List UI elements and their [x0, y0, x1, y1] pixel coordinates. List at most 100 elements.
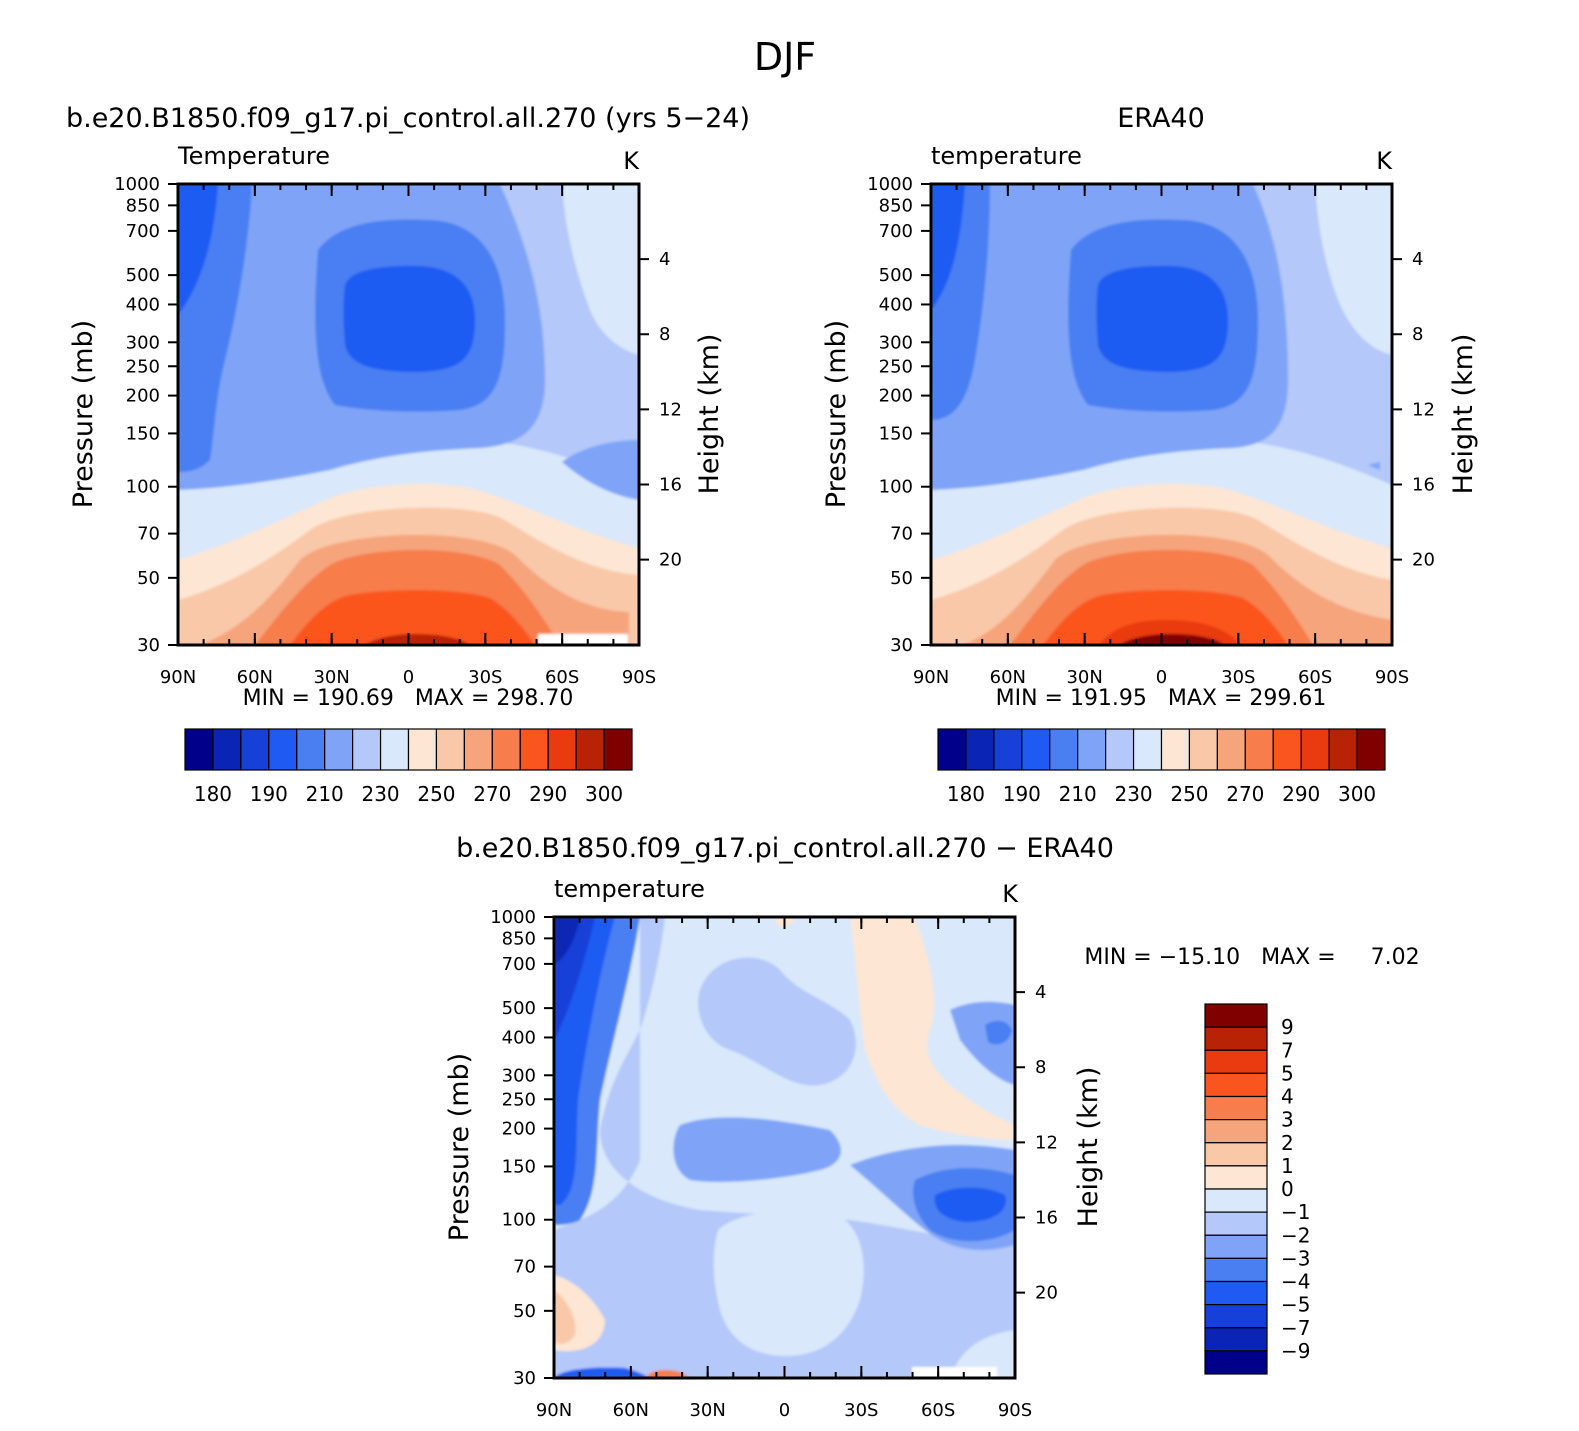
model-colorbar-label: 270	[473, 782, 511, 806]
band-190	[931, 184, 965, 310]
model-colorbar-swatch	[407, 728, 438, 771]
model-colorbar-swatch	[240, 728, 270, 771]
obs-colorbar-label: 210	[1059, 782, 1097, 806]
model-y2-tick-label: 4	[659, 249, 670, 270]
model-colorbar-label: 290	[529, 782, 567, 806]
diff-colorbar-swatch	[1204, 1327, 1268, 1352]
diff-colorbar-label: 5	[1281, 1061, 1294, 1085]
model-units-label: K	[623, 147, 640, 175]
obs-colorbar-swatch	[1132, 728, 1163, 771]
diff-colorbar-swatch	[1204, 1280, 1268, 1306]
panel-obs: ERA40 temperature K	[821, 103, 1479, 806]
obs-y-tick-label: 100	[879, 477, 913, 498]
obs-y2-tick-label: 4	[1412, 249, 1423, 270]
obs-y2-tick-label: 8	[1412, 324, 1423, 345]
model-y-tick-label: 300	[126, 332, 160, 353]
model-colorbar-swatch	[575, 728, 605, 771]
band-280	[1043, 590, 1288, 645]
band-surface-cold	[554, 1367, 650, 1378]
diff-x-tick-label: 0	[779, 1400, 790, 1421]
diff-colorbar-label: 7	[1281, 1038, 1294, 1062]
model-y-tick-label: 100	[126, 477, 160, 498]
diff-y2-tick-label: 16	[1035, 1207, 1058, 1228]
diff-colorbar-label: 9	[1281, 1015, 1294, 1039]
obs-y-tick-label: 250	[879, 356, 913, 377]
diff-y-tick-label: 70	[513, 1257, 536, 1278]
obs-contour-field	[931, 184, 1392, 645]
obs-y-tick-label: 1000	[867, 174, 913, 195]
model-colorbar-swatch	[463, 728, 493, 771]
diff-colorbar-swatch	[1204, 1211, 1268, 1236]
model-colorbar-label: 300	[585, 782, 623, 806]
model-y2-axis-title: Height (km)	[694, 334, 725, 495]
obs-y-tick-label: 400	[879, 294, 913, 315]
diff-colorbar-swatch	[1204, 1095, 1268, 1121]
band-210-southpole	[1368, 462, 1380, 470]
diff-x-tick-label: 90N	[536, 1400, 572, 1421]
diff-colorbar-label: 4	[1281, 1085, 1294, 1109]
diff-y-tick-label: 850	[502, 928, 536, 949]
obs-y-tick-label: 850	[879, 195, 913, 216]
diff-colorbar-swatch	[1204, 1304, 1268, 1329]
model-colorbar-label: 230	[361, 782, 399, 806]
band-m3-m2	[673, 1117, 841, 1182]
model-y-tick-label: 700	[126, 221, 160, 242]
model-y2-tick-label: 20	[659, 550, 682, 571]
missing-data-patch	[538, 634, 628, 645]
diff-y-tick-label: 200	[502, 1119, 536, 1140]
diff-x-tick-label: 30S	[844, 1400, 878, 1421]
diff-y-tick-label: 700	[502, 954, 536, 975]
obs-var-label: temperature	[931, 142, 1082, 170]
band-300	[1120, 634, 1225, 645]
model-y-tick-label: 500	[126, 265, 160, 286]
obs-y2-tick-label: 20	[1412, 550, 1435, 571]
model-y2-tick-label: 8	[659, 324, 670, 345]
obs-colorbar-swatch	[1077, 728, 1107, 771]
model-colorbar-swatch	[379, 728, 410, 771]
model-axis-ticks: 90N 60N 30N 0 30S 60S 90S 30 50 70 100 150 200 250 300…	[114, 174, 682, 688]
model-x-tick-label: 90S	[622, 667, 656, 688]
band-290	[365, 634, 470, 645]
obs-y-tick-label: 30	[890, 635, 913, 656]
band-1-2-north	[554, 1290, 576, 1344]
model-colorbar-swatch	[519, 728, 549, 771]
band-m1-0-center	[713, 1210, 864, 1356]
obs-x-tick-label: 30N	[1066, 667, 1102, 688]
diff-y-tick-label: 300	[502, 1065, 536, 1086]
obs-colorbar-swatch	[1160, 728, 1191, 771]
diff-colorbar-swatch	[1204, 1026, 1268, 1051]
model-y-tick-label: 50	[137, 568, 160, 589]
band-280	[290, 590, 535, 645]
model-colorbar-swatch	[296, 728, 326, 771]
diff-y-tick-label: 250	[502, 1089, 536, 1110]
model-y-tick-label: 400	[126, 294, 160, 315]
diff-y-axis-title: Pressure (mb)	[444, 1053, 475, 1241]
obs-x-tick-label: 90N	[913, 667, 949, 688]
obs-y-tick-label: 700	[879, 221, 913, 242]
obs-colorbar-swatch	[1188, 728, 1218, 771]
band-m5-m4	[934, 1187, 1006, 1222]
model-x-tick-label: 60S	[545, 667, 579, 688]
model-colorbar-swatch	[352, 728, 382, 771]
diff-colorbar-swatch	[1204, 1119, 1268, 1144]
model-x-tick-label: 90N	[160, 667, 196, 688]
diff-colorbar-label: −7	[1281, 1316, 1310, 1340]
diff-colorbar-label: −5	[1281, 1293, 1310, 1317]
diff-y-tick-label: 500	[502, 998, 536, 1019]
obs-colorbar-swatch	[1328, 728, 1358, 771]
obs-y2-tick-label: 12	[1412, 399, 1435, 420]
obs-y-tick-label: 300	[879, 332, 913, 353]
band-0-1-south	[850, 917, 1015, 1140]
diff-colorbar-label: −2	[1281, 1223, 1310, 1247]
obs-axis-ticks: 90N 60N 30N 0 30S 60S 90S 30 50 70 100 150 200 250 300…	[867, 174, 1435, 688]
diff-colorbar-swatch	[1204, 1234, 1268, 1259]
diff-stats: MIN = −15.10 MAX = 7.02	[1084, 945, 1419, 970]
obs-y-tick-label: 150	[879, 423, 913, 444]
model-colorbar-label: 190	[250, 782, 288, 806]
obs-colorbar-label: 230	[1114, 782, 1152, 806]
obs-colorbar-swatch	[1244, 728, 1274, 771]
diff-y2-tick-label: 8	[1035, 1057, 1046, 1078]
model-x-tick-label: 30S	[468, 667, 502, 688]
